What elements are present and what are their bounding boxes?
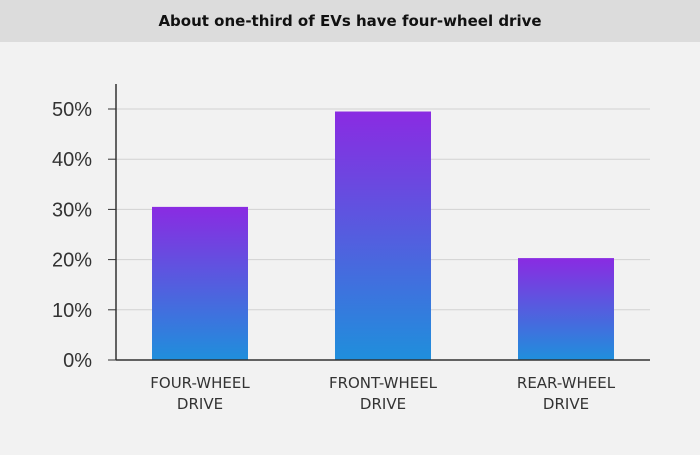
x-axis-labels: FOUR-WHEEL DRIVE FRONT-WHEEL DRIVE REAR-WHEE… — [150, 374, 615, 413]
bar — [518, 258, 614, 360]
y-tick-label: 20% — [52, 250, 92, 272]
y-tick-label: 10% — [52, 300, 92, 322]
x-category-label: REAR-WHEEL — [517, 374, 616, 392]
y-tick-label: 50% — [52, 99, 92, 121]
bar-chart: 0% 10% 20% 30% 40% 50% FOUR-WHEEL DRIVE FRONT-W… — [52, 84, 650, 413]
y-tick-label: 40% — [52, 149, 92, 171]
x-category-label: DRIVE — [360, 395, 406, 413]
y-tick-label: 30% — [52, 199, 92, 221]
chart-title: About one-third of EVs have four-wheel d… — [158, 12, 542, 30]
y-axis-ticks: 0% 10% 20% 30% 40% 50% — [52, 99, 116, 372]
x-category-label: FOUR-WHEEL — [150, 374, 250, 392]
bars — [152, 111, 614, 360]
x-category-label: DRIVE — [543, 395, 589, 413]
y-tick-label: 0% — [63, 350, 92, 372]
chart-area: 0% 10% 20% 30% 40% 50% FOUR-WHEEL DRIVE FRONT-W… — [0, 42, 700, 455]
bar — [335, 111, 431, 360]
x-category-label: FRONT-WHEEL — [329, 374, 438, 392]
x-category-label: DRIVE — [177, 395, 223, 413]
chart-title-bar: About one-third of EVs have four-wheel d… — [0, 0, 700, 42]
bar — [152, 206, 248, 360]
